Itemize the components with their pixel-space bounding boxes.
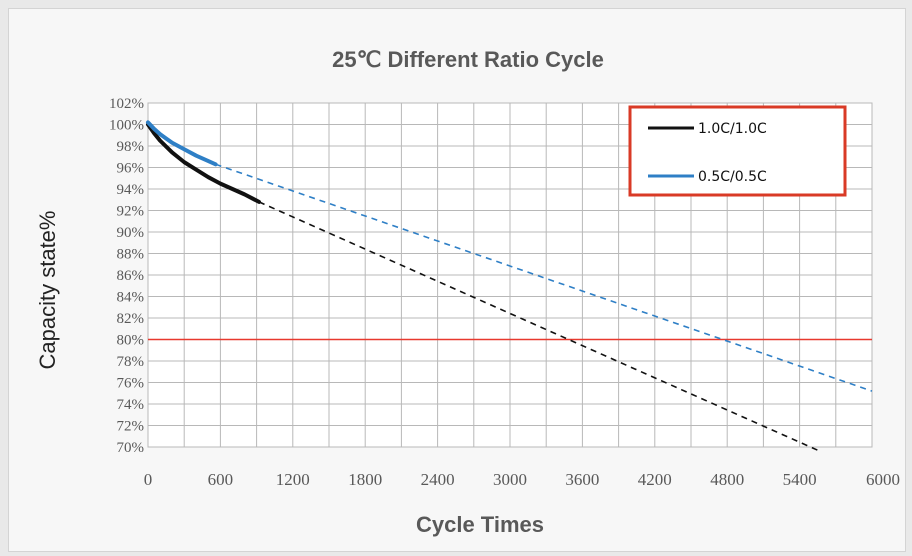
y-tick-label: 102%	[109, 96, 144, 112]
y-tick-label: 76%	[117, 376, 145, 392]
y-tick-label: 70%	[117, 440, 145, 456]
y-tick-labels: 70% 72% 74% 76% 78% 80% 82% 84% 86% 88% 90% 92% 94% 9…	[109, 96, 144, 456]
x-tick-label: 1800	[348, 470, 382, 489]
series-lines	[146, 120, 873, 451]
x-tick-label: 4200	[638, 470, 672, 489]
legend-label-05c: 0.5C/0.5C	[698, 169, 767, 185]
y-tick-label: 80%	[117, 333, 145, 349]
x-tick-label: 3000	[493, 470, 527, 489]
y-tick-label: 94%	[117, 182, 145, 198]
y-tick-label: 98%	[117, 139, 145, 155]
x-tick-label: 2400	[421, 470, 455, 489]
series-line-1c	[146, 122, 262, 204]
y-tick-label: 90%	[117, 225, 145, 241]
legend-label-1c: 1.0C/1.0C	[698, 121, 767, 137]
series-line-05c	[146, 120, 218, 167]
legend: 1.0C/1.0C 0.5C/0.5C	[628, 105, 847, 197]
chart-title: 25℃ Different Ratio Cycle	[332, 47, 604, 72]
x-tick-label: 4800	[710, 470, 744, 489]
legend-box	[628, 105, 847, 197]
x-tick-label: 6000	[866, 470, 900, 489]
x-tick-label: 3600	[565, 470, 599, 489]
y-tick-label: 72%	[117, 419, 145, 435]
y-tick-label: 84%	[117, 290, 145, 306]
y-axis-label: Capacity state%	[35, 211, 60, 370]
y-tick-label: 86%	[117, 268, 145, 284]
y-tick-label: 96%	[117, 161, 145, 177]
y-tick-label: 88%	[117, 247, 145, 263]
x-tick-label: 600	[208, 470, 234, 489]
series-projection-1c	[258, 201, 819, 451]
x-tick-labels: 0 600 1200 1800 2400 3000 3600 4200 4800 5400 6000	[144, 470, 900, 489]
x-tick-label: 0	[144, 470, 153, 489]
y-tick-label: 74%	[117, 397, 145, 413]
y-tick-label: 82%	[117, 311, 145, 327]
y-tick-label: 100%	[109, 118, 144, 134]
x-axis-label: Cycle Times	[416, 512, 544, 537]
x-tick-label: 1200	[276, 470, 310, 489]
y-tick-label: 92%	[117, 204, 145, 220]
y-tick-label: 78%	[117, 354, 145, 370]
series-projection-05c	[215, 163, 873, 392]
x-tick-label: 5400	[783, 470, 817, 489]
